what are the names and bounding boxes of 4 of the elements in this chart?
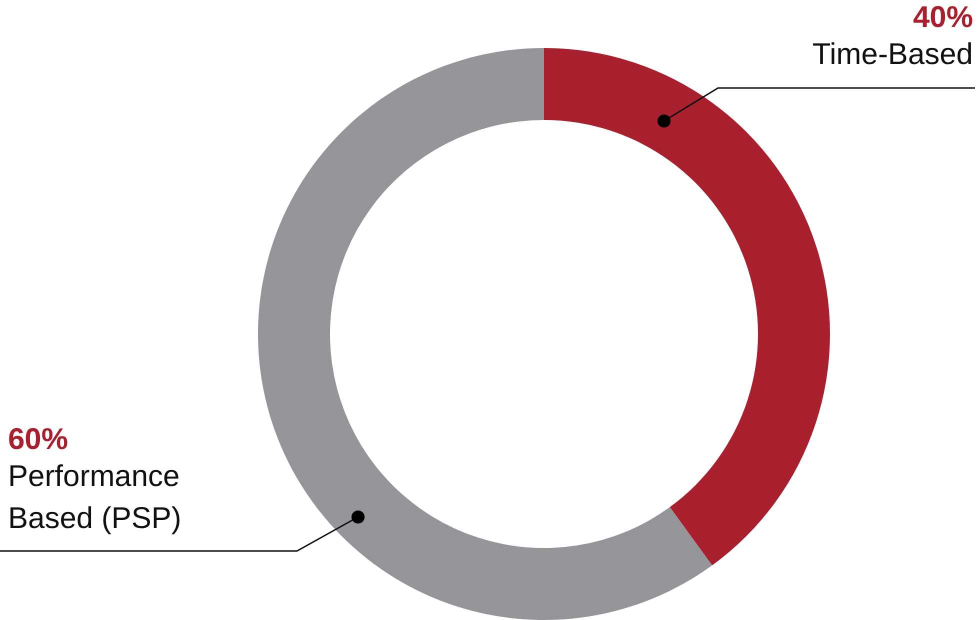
slice-label: Time-Based	[812, 38, 973, 71]
slice-label: Performance Based (PSP)	[8, 460, 182, 535]
data-label: 60%	[8, 423, 68, 456]
data-label: 40%	[912, 1, 973, 34]
